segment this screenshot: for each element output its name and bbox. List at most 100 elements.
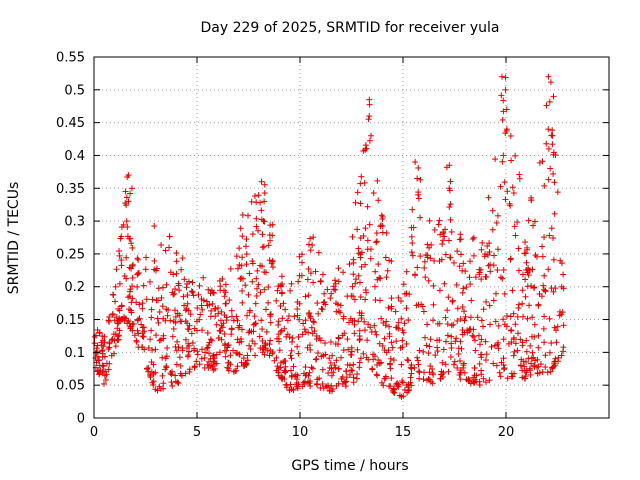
data-point [482, 357, 489, 364]
data-point [287, 352, 294, 359]
data-point [236, 261, 243, 268]
data-point [426, 343, 433, 350]
data-point [288, 347, 295, 354]
data-point [364, 203, 371, 210]
data-point [373, 239, 380, 246]
data-point [358, 173, 365, 180]
data-point [203, 298, 210, 305]
data-point [206, 350, 213, 357]
data-point [382, 375, 389, 382]
data-point [257, 289, 264, 296]
data-point [356, 337, 363, 344]
data-point [244, 357, 251, 364]
data-point [149, 347, 156, 354]
data-point [415, 195, 422, 202]
data-point [378, 212, 385, 219]
data-point [470, 374, 477, 381]
data-point [199, 306, 206, 313]
data-point [258, 207, 265, 214]
data-point [314, 350, 321, 357]
data-point [454, 248, 461, 255]
data-point [554, 189, 561, 196]
data-point [189, 289, 196, 296]
data-point [302, 317, 309, 324]
data-point [434, 344, 441, 351]
data-point [195, 291, 202, 298]
data-point [204, 344, 211, 351]
data-point [282, 363, 289, 370]
data-point [142, 266, 149, 273]
data-point [265, 299, 272, 306]
data-point [357, 234, 364, 241]
data-point [365, 116, 372, 123]
data-point [110, 350, 117, 357]
data-point [183, 284, 190, 291]
data-point [542, 364, 549, 371]
data-point [306, 369, 313, 376]
data-point [351, 321, 358, 328]
data-point [106, 318, 113, 325]
data-point [539, 253, 546, 260]
data-point [455, 345, 462, 352]
data-point [206, 301, 213, 308]
data-point [525, 355, 532, 362]
data-point [121, 313, 128, 320]
data-point [395, 319, 402, 326]
data-point [287, 367, 294, 374]
data-point [335, 366, 342, 373]
data-point [356, 359, 363, 366]
data-point [364, 337, 371, 344]
data-point [445, 237, 452, 244]
data-point [162, 247, 169, 254]
data-point [222, 281, 229, 288]
data-point [497, 274, 504, 281]
data-point [349, 233, 356, 240]
data-point [479, 239, 486, 246]
data-point [251, 313, 258, 320]
data-point [223, 314, 230, 321]
data-point [500, 316, 507, 323]
data-point [287, 287, 294, 294]
data-point [460, 360, 467, 367]
data-point [170, 325, 177, 332]
data-point [374, 177, 381, 184]
data-point [131, 332, 138, 339]
data-point [160, 315, 167, 322]
data-point [451, 358, 458, 365]
data-point [196, 361, 203, 368]
data-point [438, 368, 445, 375]
data-point [281, 367, 288, 374]
data-point [440, 229, 447, 236]
data-point [367, 246, 374, 253]
data-point [515, 267, 522, 274]
data-point [441, 233, 448, 240]
data-point [436, 320, 443, 327]
data-point [472, 347, 479, 354]
data-point [321, 290, 328, 297]
data-point [316, 375, 323, 382]
data-point [243, 261, 250, 268]
data-point [328, 382, 335, 389]
data-point [519, 367, 526, 374]
data-point [530, 284, 537, 291]
data-point [156, 383, 163, 390]
data-point [106, 340, 113, 347]
data-point [489, 226, 496, 233]
data-point [420, 308, 427, 315]
data-point [178, 266, 185, 273]
data-point [312, 268, 319, 275]
data-point [124, 224, 131, 231]
data-point [139, 333, 146, 340]
data-point [540, 282, 547, 289]
data-point [332, 280, 339, 287]
data-point [455, 350, 462, 357]
data-point [285, 313, 292, 320]
data-point [549, 127, 556, 134]
data-point [445, 368, 452, 375]
data-point [123, 218, 130, 225]
data-point [155, 319, 162, 326]
data-point [215, 304, 222, 311]
data-point [529, 349, 536, 356]
data-point [265, 242, 272, 249]
data-point [295, 350, 302, 357]
